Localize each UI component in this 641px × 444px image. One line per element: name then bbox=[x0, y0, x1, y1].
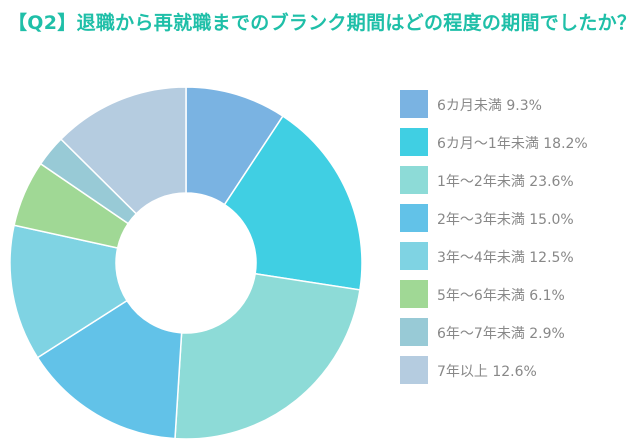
legend-label: 2年～3年未満 15.0% bbox=[437, 212, 574, 228]
legend-item: 6年～7年未満 2.9% bbox=[400, 318, 640, 346]
legend-swatch bbox=[400, 280, 428, 308]
legend-item: 7年以上 12.6% bbox=[400, 356, 640, 384]
legend-swatch bbox=[400, 204, 428, 232]
legend-swatch bbox=[400, 242, 428, 270]
legend-label: 5年～6年未満 6.1% bbox=[437, 288, 565, 304]
chart-title: 【Q2】退職から再就職までのブランク期間はどの程度の期間でしたか？ bbox=[8, 12, 637, 34]
legend-item: 6カ月～1年未満 18.2% bbox=[400, 128, 640, 156]
legend-swatch bbox=[400, 318, 428, 346]
legend-swatch bbox=[400, 128, 428, 156]
legend-item: 3年～4年未満 12.5% bbox=[400, 242, 640, 270]
pie-slice-2 bbox=[223, 115, 363, 291]
legend-label: 3年～4年未満 12.5% bbox=[437, 250, 574, 266]
legend-swatch bbox=[400, 90, 428, 118]
pie-slice-5 bbox=[9, 224, 129, 359]
legend-label: 7年以上 12.6% bbox=[437, 364, 537, 380]
legend-item: 2年～3年未満 15.0% bbox=[400, 204, 640, 232]
legend-label: 6カ月未満 9.3% bbox=[437, 98, 542, 114]
legend-item: 5年～6年未満 6.1% bbox=[400, 280, 640, 308]
legend-swatch bbox=[400, 166, 428, 194]
pie-slice-8 bbox=[59, 86, 187, 215]
legend-swatch bbox=[400, 356, 428, 384]
legend-item: 1年～2年未満 23.6% bbox=[400, 166, 640, 194]
legend-label: 6年～7年未満 2.9% bbox=[437, 326, 565, 342]
legend-label: 6カ月～1年未満 18.2% bbox=[437, 136, 588, 152]
pie-slice-3 bbox=[174, 272, 361, 440]
legend-label: 1年～2年未満 23.6% bbox=[437, 174, 574, 190]
legend-item: 6カ月未満 9.3% bbox=[400, 90, 640, 118]
